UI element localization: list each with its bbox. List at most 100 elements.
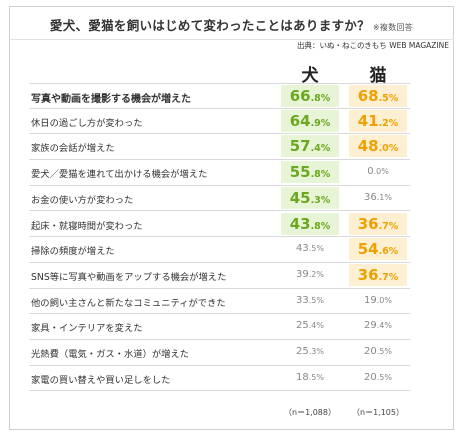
dog-value-cell: 57.4% xyxy=(281,135,339,158)
dog-value-cell: 33.5% xyxy=(281,290,339,312)
dog-value-integer: 55 xyxy=(289,163,311,182)
cat-value-decimal: .7% xyxy=(378,271,399,283)
row-label: 家族の会話が増えた xyxy=(31,143,115,155)
cat-value-cell: 41.2% xyxy=(349,109,407,132)
dog-value-cell: 55.8% xyxy=(281,161,339,184)
cat-value-cell: 20.5% xyxy=(349,341,407,363)
cat-value-cell: 36.7% xyxy=(349,263,407,286)
cat-sample-size: （n＝1,105） xyxy=(352,408,404,417)
table-row: SNS等に写真や動画をアップする機会が増えた 39.2% 36.7% xyxy=(29,263,410,289)
dog-value-decimal: .4% xyxy=(310,143,331,155)
dog-value-cell: 64.9% xyxy=(281,109,339,132)
cat-value-integer: 54 xyxy=(357,240,379,259)
row-label: 写真や動画を撮影する機会が増えた xyxy=(31,94,191,105)
dog-value-integer: 45 xyxy=(289,188,311,207)
dog-value-decimal: .3% xyxy=(310,194,331,206)
row-label: 起床・就寝時間が変わった xyxy=(31,220,143,232)
dog-value-cell: 18.5% xyxy=(281,367,339,389)
dog-value-integer: 57 xyxy=(289,137,311,156)
table-row: 他の飼い主さんと新たなコミュニティができた 33.5% 19.0% xyxy=(29,289,410,315)
dog-value-decimal: .5% xyxy=(308,244,324,254)
table-row: 休日の過ごし方が変わった 64.9% 41.2% xyxy=(29,109,410,135)
cat-value-decimal: .4% xyxy=(376,321,392,331)
row-label: お金の使い方が変わった xyxy=(31,194,134,206)
dog-value-integer: 33 xyxy=(296,294,309,306)
dog-value-cell: 43.5% xyxy=(281,238,339,260)
dog-value-decimal: .8% xyxy=(310,220,331,232)
dog-value-decimal: .5% xyxy=(308,295,324,305)
dog-sample-size: （n＝1,088） xyxy=(284,408,336,417)
dog-value-cell: 25.3% xyxy=(281,341,339,363)
source-note: 出典：いぬ・ねこのきもち WEB MAGAZINE xyxy=(297,41,449,50)
cat-value-integer: 0 xyxy=(367,166,374,178)
table-row: お金の使い方が変わった 45.3% 36.1% xyxy=(29,186,410,212)
cat-value-decimal: .5% xyxy=(378,93,399,104)
dog-value-integer: 25 xyxy=(296,346,309,357)
cat-value-decimal: .0% xyxy=(376,295,392,305)
cat-value-cell: 54.6% xyxy=(349,238,407,261)
cat-value-decimal: .7% xyxy=(378,220,399,232)
row-label: 他の飼い主さんと新たなコミュニティができた xyxy=(31,297,226,309)
table-row: 光熱費（電気・ガス・水道）が増えた 25.3% 20.5% xyxy=(29,340,410,366)
dog-value-decimal: .8% xyxy=(310,93,331,104)
cat-value-decimal: .5% xyxy=(376,372,392,382)
cat-value-integer: 20 xyxy=(364,371,377,383)
cat-value-cell: 29.4% xyxy=(349,315,407,337)
chart-title-text: 愛犬、愛猫を飼いはじめて変わったことはありますか？ xyxy=(49,18,370,33)
title-bar: 愛犬、愛猫を飼いはじめて変わったことはありますか？ ※複数回答 xyxy=(9,6,454,40)
dog-value-integer: 43 xyxy=(296,243,309,255)
dog-value-decimal: .8% xyxy=(310,169,331,181)
cat-value-decimal: .0% xyxy=(378,143,399,155)
dog-value-cell: 39.2% xyxy=(281,264,339,286)
dog-value-integer: 18 xyxy=(296,371,309,383)
dog-value-cell: 43.8% xyxy=(281,212,339,235)
multiple-answer-note: ※複数回答 xyxy=(372,23,414,32)
dog-value-decimal: .5% xyxy=(308,372,324,382)
table-row: 家具・インテリアを変えた 25.4% 29.4% xyxy=(29,314,410,340)
table-row: 愛犬／愛猫を連れて出かける機会が増えた 55.8% 0.0% xyxy=(29,160,410,186)
cat-value-decimal: .0% xyxy=(373,167,389,177)
dog-value-integer: 25 xyxy=(296,320,309,332)
dog-value-integer: 66 xyxy=(289,87,311,105)
dog-value-decimal: .4% xyxy=(308,321,324,331)
cat-value-cell: 0.0% xyxy=(349,161,407,183)
dog-value-integer: 43 xyxy=(289,214,311,233)
dog-value-decimal: .9% xyxy=(310,117,331,129)
row-label: SNS等に写真や動画をアップする機会が増えた xyxy=(31,271,227,283)
row-label: 愛犬／愛猫を連れて出かける機会が増えた xyxy=(31,169,208,181)
dog-value-decimal: .2% xyxy=(308,269,324,279)
cat-value-integer: 68 xyxy=(357,87,379,105)
cat-value-cell: 20.5% xyxy=(349,367,407,389)
row-label: 光熱費（電気・ガス・水道）が増えた xyxy=(31,349,190,360)
cat-value-integer: 36 xyxy=(364,191,377,203)
row-label: 掃除の頻度が増えた xyxy=(31,246,115,258)
cat-value-integer: 41 xyxy=(357,111,379,130)
cat-value-integer: 29 xyxy=(364,320,377,332)
dog-value-cell: 66.8% xyxy=(281,85,339,107)
dog-value-cell: 25.4% xyxy=(281,315,339,337)
cat-value-cell: 68.5% xyxy=(349,85,407,107)
dog-value-cell: 45.3% xyxy=(281,186,339,209)
row-label: 家具・インテリアを変えた xyxy=(31,323,143,335)
dog-column-header: 犬 xyxy=(301,66,319,86)
table-row: 家電の買い替えや買い足しをした 18.5% 20.5% xyxy=(29,366,410,392)
row-label: 休日の過ごし方が変わった xyxy=(31,117,143,129)
table-row: 起床・就寝時間が変わった 43.8% 36.7% xyxy=(29,212,410,238)
cat-value-integer: 36 xyxy=(357,265,379,284)
cat-column-header: 猫 xyxy=(369,66,387,86)
table-row: 家族の会話が増えた 57.4% 48.0% xyxy=(29,134,410,161)
cat-value-integer: 19 xyxy=(364,294,377,306)
cat-value-decimal: .1% xyxy=(376,192,392,202)
cat-value-cell: 48.0% xyxy=(349,135,407,158)
chart-title: 愛犬、愛猫を飼いはじめて変わったことはありますか？ ※複数回答 xyxy=(9,15,454,34)
cat-value-cell: 19.0% xyxy=(349,290,407,312)
dog-value-integer: 64 xyxy=(289,111,311,130)
cat-value-integer: 48 xyxy=(357,137,379,156)
cat-value-cell: 36.7% xyxy=(349,212,407,235)
cat-value-cell: 36.1% xyxy=(349,187,407,209)
dog-value-decimal: .3% xyxy=(308,347,324,356)
cat-value-decimal: .5% xyxy=(376,347,392,356)
cat-value-decimal: .2% xyxy=(378,117,399,129)
dog-value-integer: 39 xyxy=(296,268,309,280)
cat-value-decimal: .6% xyxy=(378,246,399,258)
